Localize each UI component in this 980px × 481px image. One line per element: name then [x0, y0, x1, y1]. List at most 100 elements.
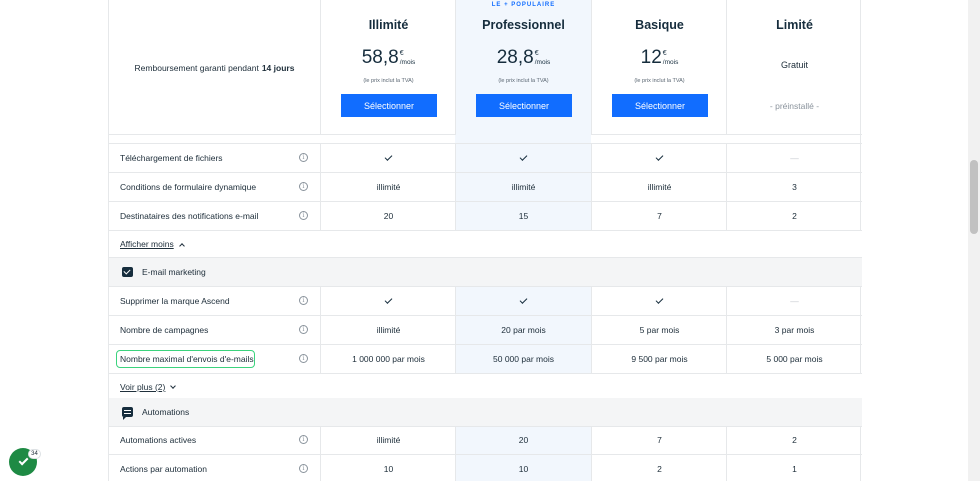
- plan-price: 12 €/mois: [640, 47, 679, 68]
- feature-label: Nombre de campagnes: [120, 325, 209, 335]
- spacer: [109, 135, 862, 144]
- info-icon[interactable]: i: [299, 464, 308, 473]
- info-icon[interactable]: i: [299, 153, 308, 162]
- cell-value: illimité: [320, 316, 456, 344]
- select-unlimited-button[interactable]: Sélectionner: [341, 94, 437, 117]
- tva-note: (le prix inclut la TVA): [634, 78, 685, 84]
- preinstalled-status: - préinstallé -: [769, 101, 820, 111]
- section-header-email-marketing: E-mail marketing: [109, 258, 862, 287]
- info-icon[interactable]: i: [299, 296, 308, 305]
- cell-value: illimité: [320, 426, 456, 454]
- table-row: Actions par automation i 10 10 2 1: [109, 455, 862, 481]
- pricing-comparison-table: Remboursement garanti pendant 14 jours Il…: [108, 0, 862, 481]
- cell-value: illimité: [591, 173, 727, 201]
- info-icon[interactable]: i: [299, 182, 308, 191]
- feature-label: Téléchargement de fichiers: [120, 153, 223, 163]
- plan-name: Illimité: [368, 18, 409, 32]
- mail-icon: [122, 267, 133, 277]
- plan-name: Professionnel: [482, 18, 565, 32]
- page-scrollbar[interactable]: [968, 0, 980, 481]
- cell-check: [591, 287, 727, 315]
- info-icon[interactable]: i: [299, 325, 308, 334]
- check-icon: [18, 455, 28, 466]
- tva-note: (le prix inclut la TVA): [498, 78, 549, 84]
- show-more-row: Voir plus (2): [109, 374, 862, 401]
- cell-value: 15: [455, 202, 591, 230]
- cell-dash: —: [726, 287, 862, 315]
- chevron-up-icon: [178, 242, 185, 249]
- plan-name: Basique: [635, 18, 684, 32]
- feature-label: Actions par automation: [120, 464, 207, 474]
- chevron-down-icon: [170, 383, 177, 389]
- section-header-automations: Automations: [109, 398, 862, 427]
- plan-unlimited: Illimité 58,8 €/mois (le prix inclut la …: [320, 0, 456, 135]
- table-row: Téléchargement de fichiers i —: [109, 144, 862, 173]
- cell-value: 20 par mois: [455, 316, 591, 344]
- section-title: E-mail marketing: [142, 267, 206, 277]
- check-icon: [519, 295, 528, 304]
- money-back-guarantee: Remboursement garanti pendant 14 jours: [134, 62, 295, 73]
- cell-value: 1: [726, 455, 862, 481]
- plan-limited: Limité Gratuit - préinstallé -: [726, 0, 862, 135]
- cell-check: [455, 144, 591, 172]
- feature-label: Automations actives: [120, 435, 197, 445]
- cell-value: 10: [320, 455, 456, 481]
- feature-label: Supprimer la marque Ascend: [120, 296, 230, 306]
- cell-value: 20: [320, 202, 456, 230]
- cell-check: [320, 287, 456, 315]
- check-icon: [519, 152, 528, 161]
- plan-basic: Basique 12 €/mois (le prix inclut la TVA…: [591, 0, 727, 135]
- info-icon[interactable]: i: [299, 435, 308, 444]
- check-icon: [384, 295, 393, 304]
- plans-header: Remboursement garanti pendant 14 jours Il…: [109, 0, 862, 135]
- cell-value: 7: [591, 202, 727, 230]
- feature-label: Destinataires des notifications e-mail: [120, 211, 259, 221]
- info-icon[interactable]: i: [299, 211, 308, 220]
- cell-value: 10: [455, 455, 591, 481]
- show-more-link[interactable]: Voir plus (2): [120, 382, 177, 392]
- table-row: Destinataires des notifications e-mail i…: [109, 202, 862, 231]
- show-less-link[interactable]: Afficher moins: [120, 239, 185, 249]
- cell-value: 2: [591, 455, 727, 481]
- table-row: Automations actives i illimité 20 7 2: [109, 426, 862, 455]
- plan-professional: LE + POPULAIRE Professionnel 28,8 €/mois…: [455, 0, 591, 135]
- cell-value: illimité: [455, 173, 591, 201]
- focus-highlight: [116, 350, 255, 368]
- section-title: Automations: [142, 407, 190, 417]
- tva-note: (le prix inclut la TVA): [363, 78, 414, 84]
- check-icon: [384, 152, 393, 161]
- table-row: Nombre de campagnes i illimité 20 par mo…: [109, 316, 862, 345]
- table-row: Conditions de formulaire dynamique i ill…: [109, 173, 862, 202]
- cell-value: 9 500 par mois: [591, 345, 727, 373]
- select-professional-button[interactable]: Sélectionner: [476, 94, 572, 117]
- chat-icon: [122, 407, 133, 420]
- notification-badge: 34: [28, 449, 41, 459]
- cell-dash: —: [726, 144, 862, 172]
- cell-value: 3 par mois: [726, 316, 862, 344]
- cell-check: [320, 144, 456, 172]
- plan-price-free: Gratuit: [780, 60, 808, 70]
- feature-label: Conditions de formulaire dynamique: [120, 182, 257, 192]
- table-row: Supprimer la marque Ascend i —: [109, 287, 862, 316]
- cell-value: 5 par mois: [591, 316, 727, 344]
- cell-value: 20: [455, 426, 591, 454]
- plan-name: Limité: [776, 18, 813, 32]
- cell-value: 5 000 par mois: [726, 345, 862, 373]
- cell-check: [455, 287, 591, 315]
- check-icon: [655, 152, 664, 161]
- scrollbar-thumb[interactable]: [970, 160, 978, 234]
- plan-price: 58,8 €/mois: [361, 47, 416, 68]
- cell-value: 1 000 000 par mois: [320, 345, 456, 373]
- plan-price: 28,8 €/mois: [496, 47, 551, 68]
- cell-value: 2: [726, 202, 862, 230]
- select-basic-button[interactable]: Sélectionner: [612, 94, 708, 117]
- feature-label[interactable]: Nombre maximal d'envois d'e-mails: [120, 354, 254, 364]
- check-icon: [655, 295, 664, 304]
- info-icon[interactable]: i: [299, 354, 308, 363]
- cell-value: 3: [726, 173, 862, 201]
- table-row: Nombre maximal d'envois d'e-mails i 1 00…: [109, 345, 862, 374]
- cell-value: illimité: [320, 173, 456, 201]
- cell-value: 7: [591, 426, 727, 454]
- show-less-row: Afficher moins: [109, 231, 862, 258]
